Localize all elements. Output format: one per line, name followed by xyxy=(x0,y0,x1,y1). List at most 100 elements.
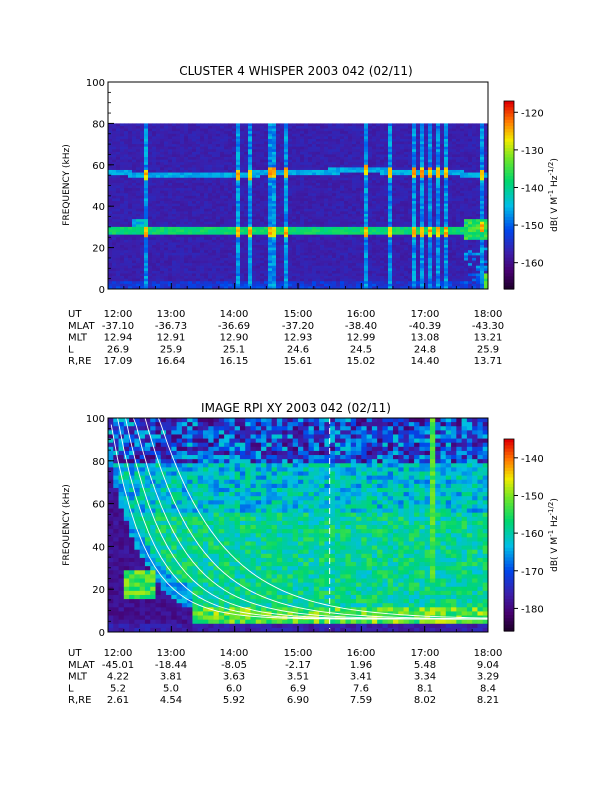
whisper-cell xyxy=(288,263,293,267)
whisper-cell xyxy=(404,188,409,192)
whisper-cell xyxy=(112,198,117,202)
whisper-cell xyxy=(248,224,253,228)
whisper-cell xyxy=(200,123,205,127)
whisper-cell xyxy=(260,237,265,241)
whisper-cell xyxy=(120,247,125,251)
whisper-cell xyxy=(188,257,193,261)
whisper-cell xyxy=(364,144,369,148)
whisper-cell xyxy=(376,219,381,223)
whisper-cell xyxy=(216,260,221,264)
whisper-cell xyxy=(408,128,413,132)
whisper-cell xyxy=(148,185,153,189)
whisper-cell xyxy=(160,247,165,251)
whisper-cell xyxy=(348,219,353,223)
whisper-cell xyxy=(252,136,257,140)
whisper-cell xyxy=(200,276,205,280)
whisper-cell xyxy=(308,159,313,163)
whisper-cell xyxy=(392,265,397,269)
whisper-cell xyxy=(344,263,349,267)
whisper-cell xyxy=(204,206,209,210)
whisper-cell xyxy=(296,185,301,189)
whisper-cell xyxy=(248,190,253,194)
whisper-cell xyxy=(416,185,421,189)
whisper-cell xyxy=(212,232,217,236)
whisper-cell xyxy=(328,257,333,261)
whisper-cell xyxy=(292,141,297,145)
whisper-cell xyxy=(148,245,153,248)
whisper-cell xyxy=(120,193,125,197)
whisper-cell xyxy=(188,133,193,137)
whisper-cell xyxy=(180,265,185,269)
whisper-cell xyxy=(360,216,365,220)
whisper-cell xyxy=(368,283,373,287)
whisper-cell xyxy=(340,206,345,210)
whisper-cell xyxy=(364,180,369,184)
whisper-cell xyxy=(180,283,185,287)
whisper-cell xyxy=(392,198,397,202)
whisper-cell xyxy=(228,154,233,158)
whisper-cell xyxy=(292,162,297,166)
whisper-cell xyxy=(300,159,305,163)
whisper-cell xyxy=(164,195,169,199)
whisper-cell xyxy=(328,123,333,127)
whisper-cell xyxy=(140,151,145,155)
whisper-cell xyxy=(156,250,161,254)
whisper-cell xyxy=(372,286,377,290)
whisper-cell xyxy=(412,242,417,246)
whisper-cell xyxy=(384,255,389,259)
whisper-cell xyxy=(300,208,305,212)
whisper-cell xyxy=(344,245,349,248)
whisper-cell xyxy=(252,169,257,173)
whisper-cell xyxy=(320,232,325,236)
whisper-cell xyxy=(388,278,393,282)
whisper-cell xyxy=(244,245,249,248)
whisper-cell xyxy=(212,144,217,148)
whisper-cell xyxy=(124,169,129,173)
whisper-cell xyxy=(368,144,373,148)
whisper-cell xyxy=(260,190,265,194)
whisper-cell xyxy=(140,167,145,171)
whisper-cell xyxy=(188,169,193,173)
whisper-cell xyxy=(324,263,329,267)
whisper-cell xyxy=(364,234,369,238)
whisper-cell xyxy=(404,157,409,161)
whisper-cell xyxy=(408,281,413,285)
whisper-cell xyxy=(380,167,385,171)
whisper-cell xyxy=(180,224,185,228)
whisper-cell xyxy=(368,265,373,269)
whisper-cell xyxy=(124,151,129,155)
whisper-cell xyxy=(236,172,241,176)
whisper-cell xyxy=(180,193,185,197)
whisper-cell xyxy=(256,268,261,272)
whisper-cell xyxy=(208,195,213,199)
whisper-cell xyxy=(108,265,113,269)
whisper-cell xyxy=(112,234,117,238)
whisper-cell xyxy=(388,172,393,176)
whisper-cell xyxy=(172,157,177,161)
whisper-cell xyxy=(284,273,289,277)
whisper-cell xyxy=(120,172,125,176)
whisper-cell xyxy=(344,234,349,238)
whisper-cell xyxy=(316,247,321,251)
whisper-cell xyxy=(308,133,313,137)
whisper-cell xyxy=(144,131,149,135)
whisper-cell xyxy=(412,270,417,274)
whisper-cell xyxy=(400,242,405,246)
whisper-cell xyxy=(304,213,309,217)
whisper-cell xyxy=(240,172,245,176)
whisper-cell xyxy=(396,188,401,192)
whisper-cell xyxy=(388,180,393,184)
whisper-cell xyxy=(280,185,285,189)
whisper-cell xyxy=(372,245,377,248)
whisper-cell xyxy=(352,224,357,228)
whisper-cell xyxy=(244,175,249,179)
whisper-cell xyxy=(392,146,397,150)
whisper-cell xyxy=(340,286,345,290)
whisper-cell xyxy=(388,141,393,145)
whisper-cell xyxy=(324,162,329,166)
whisper-cell xyxy=(124,252,129,256)
whisper-cell xyxy=(364,229,369,233)
whisper-cell xyxy=(148,216,153,220)
whisper-cell xyxy=(148,250,153,254)
whisper-cell xyxy=(200,193,205,197)
